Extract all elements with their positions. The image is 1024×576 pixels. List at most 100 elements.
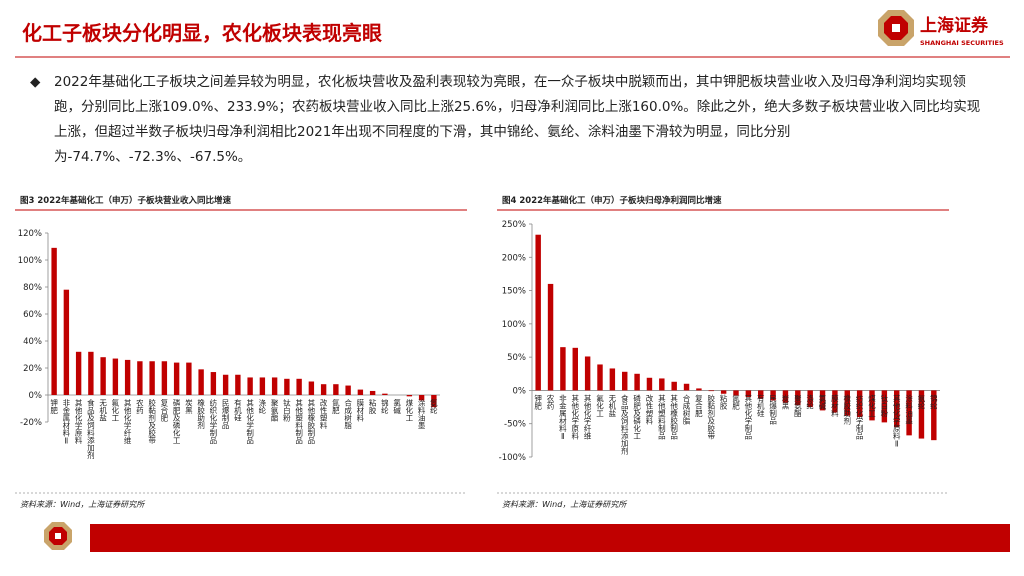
- bar: [758, 390, 764, 399]
- bar: [881, 390, 888, 423]
- bar: [357, 389, 364, 395]
- x-tick-label: 钾肥: [533, 394, 542, 411]
- x-tick-label: 胶黏剂及胶带: [707, 393, 716, 441]
- bar: [622, 371, 628, 391]
- x-tick-label: 涤纶: [805, 393, 814, 410]
- y-tick-label: -50%: [504, 420, 526, 430]
- logo-icon: [878, 10, 914, 46]
- x-tick-label: 改性塑料: [645, 393, 654, 426]
- x-tick-label: 氟化工: [595, 393, 604, 417]
- x-tick-label: 涂料油墨: [904, 393, 913, 425]
- bullet: ◆: [30, 74, 41, 90]
- bar: [382, 393, 388, 395]
- bar: [259, 377, 266, 395]
- x-tick-label: 食品及饲料添加剂: [620, 393, 629, 456]
- x-tick-label: 食品及饲料添加剂: [86, 398, 95, 461]
- x-tick-label: 合成树脂: [343, 398, 352, 431]
- x-tick-label: 橡胶助剂: [196, 398, 205, 431]
- x-tick-label: 其他橡胶制品: [307, 399, 316, 446]
- bar: [918, 390, 925, 439]
- x-tick-label: 纺织化学制品: [209, 398, 218, 446]
- logo-text-en: SHANGHAI SECURITIES: [920, 39, 1004, 47]
- x-tick-label: 无机盐: [608, 394, 617, 417]
- bar: [795, 390, 801, 406]
- x-tick-label: 氮肥: [731, 393, 740, 411]
- y-tick-label: 250%: [502, 220, 526, 230]
- x-tick-label: 民爆制品: [768, 394, 777, 426]
- x-tick-label: 膜材料: [356, 398, 365, 423]
- x-tick-label: 有机硅: [233, 398, 242, 422]
- y-tick-label: 120%: [18, 229, 42, 239]
- x-tick-label: 氯碱: [392, 398, 401, 416]
- footer-logo: [44, 522, 72, 550]
- x-tick-label: 其他塑料制品: [294, 399, 303, 446]
- x-tick-label: 钾肥: [49, 399, 58, 416]
- y-tick-label: 20%: [23, 364, 42, 374]
- x-tick-label: 其他化学原料Ⅱ: [892, 394, 901, 448]
- bar: [320, 384, 327, 395]
- bar: [100, 357, 106, 395]
- bar: [124, 359, 131, 395]
- x-tick-label: 煤化工: [867, 393, 876, 417]
- bar: [345, 385, 351, 395]
- bar: [173, 362, 180, 395]
- bar: [222, 374, 229, 395]
- bar: [696, 388, 702, 391]
- page-title: 化工子板块分化明显，农化板块表现亮眼: [22, 21, 382, 45]
- bar: [186, 362, 192, 395]
- x-tick-label: 民爆制品: [221, 399, 230, 431]
- page-number: 4: [985, 535, 992, 548]
- bar: [333, 384, 339, 395]
- bar: [572, 347, 578, 391]
- x-tick-label: 农药: [546, 393, 555, 411]
- x-tick-label: 粘胶: [368, 398, 377, 416]
- x-tick-label: 聚氨酯: [270, 399, 279, 423]
- x-tick-label: 橡胶助剂: [843, 393, 852, 426]
- bar: [720, 390, 727, 394]
- x-tick-label: 膜材料: [830, 393, 839, 418]
- bar: [112, 358, 119, 395]
- x-tick-label: 其他化学制品: [245, 399, 254, 446]
- chart-title: 图4 2022年基础化工（申万）子板块归母净利润同比增速: [502, 195, 722, 206]
- bar: [856, 390, 863, 418]
- x-tick-label: 氯碱: [818, 393, 827, 411]
- bar: [609, 368, 616, 391]
- y-tick-label: -100%: [499, 453, 526, 463]
- bar: [296, 378, 302, 395]
- footer-bar: [90, 524, 1010, 552]
- bar: [894, 390, 900, 428]
- x-tick-label: 磷肥及磷化工: [172, 398, 181, 445]
- bar: [646, 377, 653, 391]
- paragraph: ◆ 2022年基础化工子板块之间差异较为明显，农化板块营收及盈利表现较为亮眼，在…: [30, 70, 985, 170]
- bar: [745, 390, 752, 398]
- bar: [671, 381, 677, 391]
- bar: [63, 289, 70, 395]
- x-tick-label: 氮肥: [331, 398, 340, 416]
- bar: [535, 234, 541, 391]
- bar: [770, 390, 776, 401]
- x-tick-label: 聚氨酯: [793, 394, 802, 418]
- y-tick-label: 150%: [502, 287, 526, 297]
- bar: [584, 356, 591, 391]
- y-tick-label: -20%: [20, 418, 42, 428]
- x-tick-label: 无机盐: [98, 399, 107, 422]
- x-tick-label: 其他化学制品: [744, 394, 753, 441]
- bar: [597, 364, 603, 391]
- x-tick-label: 炭黑: [781, 394, 790, 411]
- bar: [210, 372, 217, 395]
- bar: [161, 361, 168, 395]
- y-tick-label: 60%: [23, 310, 42, 320]
- bar: [659, 378, 665, 391]
- bar: [807, 390, 813, 408]
- x-tick-label: 其他化学原料: [74, 399, 83, 446]
- x-tick-label: 非金属材料Ⅱ: [62, 398, 71, 446]
- bar: [271, 377, 278, 395]
- bar: [634, 373, 640, 391]
- y-tick-label: 200%: [502, 253, 526, 263]
- x-tick-label: 其他化学原料: [571, 394, 580, 441]
- bar: [906, 390, 912, 436]
- bar: [931, 390, 937, 441]
- bar: [369, 390, 376, 395]
- bar: [149, 361, 155, 395]
